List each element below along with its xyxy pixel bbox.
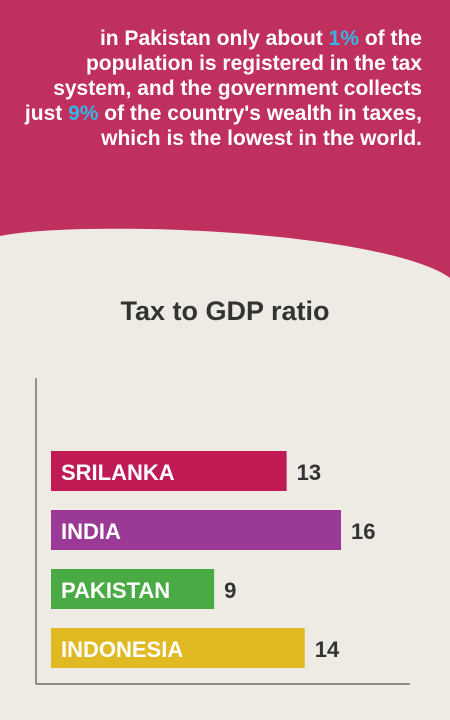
bar-label-india: INDIA [61, 519, 121, 544]
value-label-srilanka: 13 [297, 460, 321, 485]
bar-srilanka [51, 451, 287, 491]
bar-label-pakistan: PAKISTAN [61, 578, 170, 603]
intro-text-part3: of the country's wealth in taxes, which … [98, 102, 422, 150]
bar-label-indonesia: INDONESIA [61, 637, 183, 662]
highlight-tax-percent: 9% [68, 102, 99, 125]
intro-text: in Pakistan only about 1% of the populat… [22, 26, 422, 151]
tax-gdp-bar-chart: SRILANKA 13 INDIA 16 PAKISTAN 9 INDONESIA 14 [35, 378, 410, 685]
header-background [0, 0, 450, 278]
value-label-india: 16 [351, 519, 375, 544]
highlight-registered-percent: 1% [328, 27, 359, 50]
value-label-indonesia: 14 [315, 637, 340, 662]
bar-indonesia [51, 628, 305, 668]
bar-pakistan [51, 569, 215, 609]
bar-label-srilanka: SRILANKA [61, 460, 175, 485]
intro-text-part1: in Pakistan only about [99, 27, 329, 50]
bar-india [51, 510, 341, 550]
intro-text-part2: of the population is registered in the t… [24, 27, 422, 125]
value-label-pakistan: 9 [224, 578, 236, 603]
chart-title: Tax to GDP ratio [120, 296, 330, 326]
